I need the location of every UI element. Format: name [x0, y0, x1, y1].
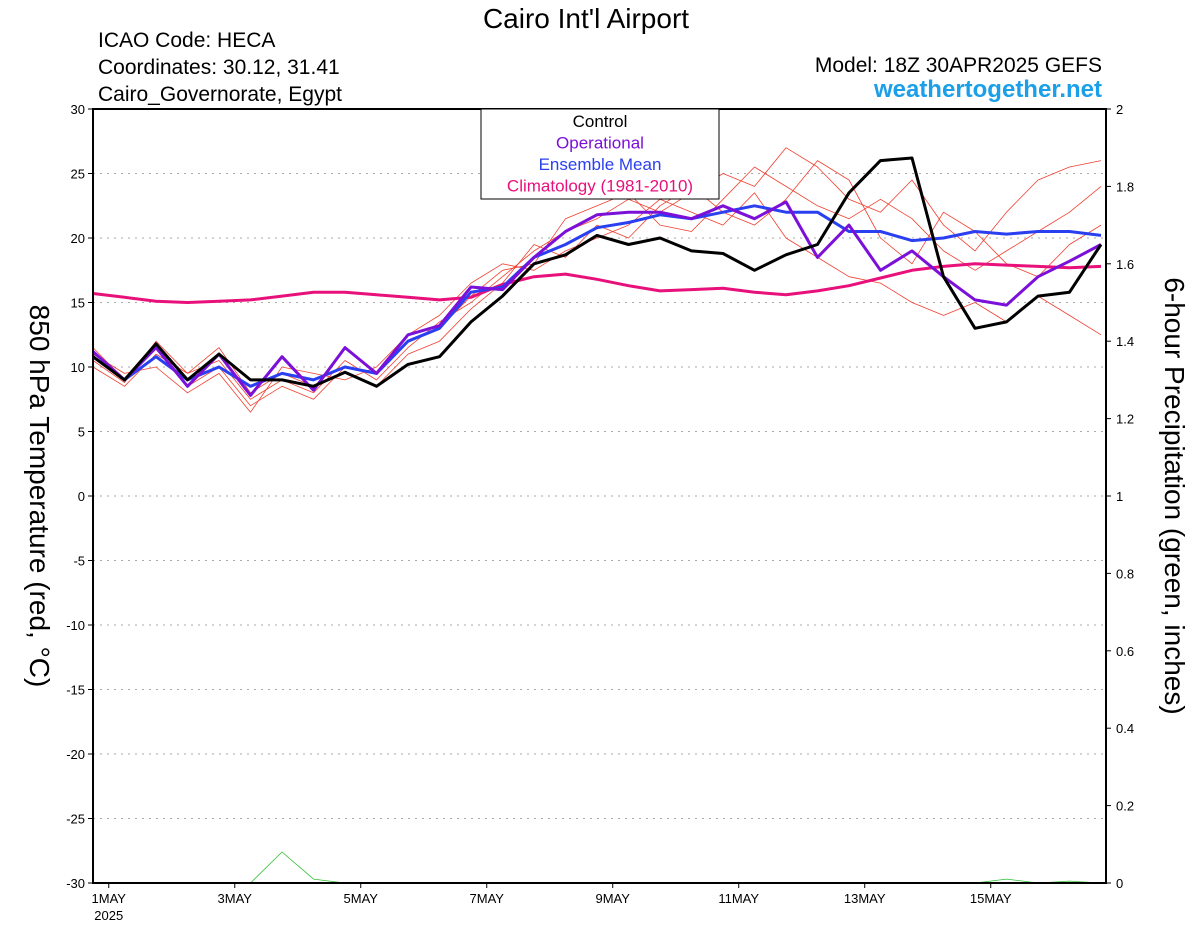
y-tick-label: 15: [71, 296, 85, 311]
series-line: [92, 204, 1102, 388]
x-year-label: 2025: [94, 908, 123, 923]
y2-tick-label: 0.6: [1116, 644, 1134, 659]
x-tick-label: 3MAY: [218, 891, 253, 906]
info-line: ICAO Code: HECA: [98, 29, 275, 52]
series-line: [91, 200, 1102, 397]
y-tick-label: 20: [71, 231, 85, 246]
series-line: [92, 147, 1102, 400]
y2-tick-label: 0: [1116, 876, 1123, 891]
y-tick-label: 5: [78, 425, 85, 440]
legend-entry: Operational: [556, 134, 644, 153]
info-line: Coordinates: 30.12, 31.41: [98, 56, 340, 79]
x-tick-label: 1MAY: [92, 891, 127, 906]
y-tick-label: -20: [66, 747, 85, 762]
y2-tick-label: 1.4: [1116, 334, 1134, 349]
y2-axis-label: 6-hour Precipitation (green, inches): [1159, 277, 1190, 714]
y2-tick-label: 2: [1116, 102, 1123, 117]
y-tick-label: 0: [78, 489, 85, 504]
y-tick-label: 25: [71, 167, 85, 182]
y-tick-label: -10: [66, 618, 85, 633]
x-tick-label: 13MAY: [844, 891, 886, 906]
y-axis-label: 850 hPa Temperature (red, °C): [24, 305, 55, 688]
x-tick-label: 7MAY: [470, 891, 505, 906]
x-tick-label: 5MAY: [344, 891, 379, 906]
series-line: [92, 156, 1103, 388]
y-tick-label: -25: [66, 812, 85, 827]
model-label: Model: 18Z 30APR2025 GEFS: [815, 54, 1102, 77]
y-tick-label: 30: [71, 102, 85, 117]
legend-entry: Climatology (1981-2010): [507, 177, 693, 196]
info-line: Cairo_Governorate, Egypt: [98, 83, 342, 106]
series-line: [92, 160, 1102, 394]
site-label: weathertogether.net: [873, 76, 1102, 103]
series-line: [92, 192, 1102, 413]
y2-tick-label: 1: [1116, 489, 1123, 504]
y2-tick-label: 0.4: [1116, 721, 1134, 736]
chart-title: Cairo Int'l Airport: [483, 3, 689, 34]
legend-box: [480, 108, 720, 200]
legend-entry: Control: [573, 112, 628, 131]
series-line: [93, 851, 1102, 884]
y-tick-label: -5: [73, 554, 85, 569]
x-tick-label: 15MAY: [970, 891, 1012, 906]
y2-tick-label: 1.6: [1116, 257, 1134, 272]
y2-tick-label: 0.8: [1116, 566, 1134, 581]
x-tick-label: 9MAY: [596, 891, 631, 906]
y2-tick-label: 1.2: [1116, 412, 1134, 427]
y-tick-label: -15: [66, 683, 85, 698]
legend-entry: Ensemble Mean: [539, 155, 662, 174]
y-tick-label: 10: [71, 360, 85, 375]
y-tick-label: -30: [66, 876, 85, 891]
y2-tick-label: 1.8: [1116, 179, 1134, 194]
x-tick-label: 11MAY: [718, 891, 759, 906]
y2-tick-label: 0.2: [1116, 799, 1134, 814]
